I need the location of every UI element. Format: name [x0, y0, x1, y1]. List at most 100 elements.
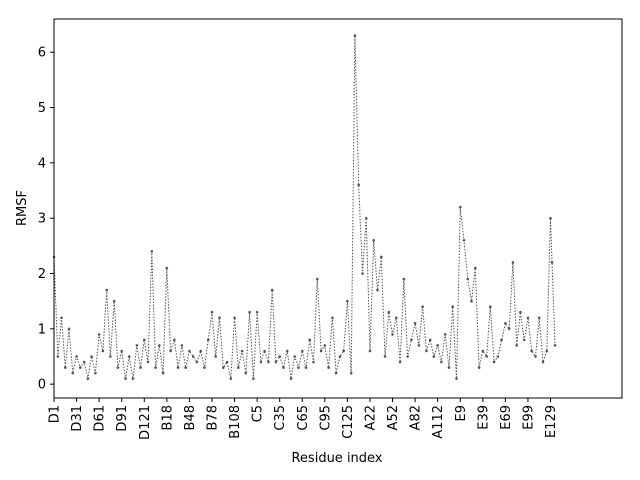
data-point	[255, 310, 259, 314]
data-point	[173, 338, 176, 342]
x-tick-label: E99	[522, 405, 537, 430]
y-axis-label: RMSF	[15, 190, 30, 226]
data-point	[334, 371, 338, 375]
data-point	[417, 344, 421, 347]
data-point	[112, 299, 116, 303]
data-point	[225, 360, 229, 364]
data-point	[550, 261, 554, 264]
data-point	[101, 349, 105, 353]
data-point	[139, 366, 142, 369]
x-axis-label: Residue index	[291, 451, 382, 466]
data-point	[507, 327, 511, 331]
data-point	[233, 316, 236, 320]
x-tick-label: D61	[93, 405, 108, 432]
data-point	[135, 344, 139, 347]
data-point	[425, 349, 428, 353]
data-point	[327, 366, 330, 369]
data-point	[240, 349, 244, 353]
y-tick-label: 5	[38, 101, 46, 116]
data-point	[549, 216, 552, 220]
data-point	[489, 305, 492, 309]
data-point	[259, 360, 263, 364]
x-tick-label: B48	[183, 405, 198, 430]
x-tick-label: C35	[273, 405, 288, 431]
plot-area	[52, 18, 623, 399]
x-tick-label: D1	[48, 405, 63, 423]
data-point	[387, 310, 391, 314]
x-tick-label: A112	[431, 405, 446, 439]
data-point	[338, 355, 342, 358]
data-point	[406, 355, 409, 358]
data-point	[79, 366, 82, 369]
data-point	[60, 316, 63, 320]
data-point	[522, 338, 526, 342]
data-point	[86, 377, 90, 380]
data-point	[143, 338, 146, 342]
data-point	[210, 310, 214, 314]
data-point	[248, 310, 251, 314]
y-tick-label: 2	[38, 267, 46, 282]
x-tick-label: B18	[160, 405, 175, 430]
x-tick-label: D91	[115, 405, 130, 432]
data-point	[158, 344, 161, 347]
x-tick-label: E39	[476, 405, 491, 430]
data-point	[357, 183, 361, 187]
data-point	[331, 316, 334, 320]
data-point	[184, 366, 187, 369]
data-point	[395, 316, 398, 320]
data-point	[222, 366, 225, 369]
data-point	[97, 333, 101, 336]
x-tick-label: B108	[228, 405, 243, 439]
data-point	[214, 355, 217, 358]
data-point	[515, 344, 518, 347]
x-tick-label: C125	[341, 405, 356, 439]
data-point	[436, 344, 440, 347]
data-point	[421, 305, 424, 309]
data-point	[413, 322, 417, 325]
x-tick-label: C5	[251, 405, 266, 422]
data-point	[410, 338, 413, 342]
data-point	[361, 272, 364, 275]
data-point	[263, 349, 266, 353]
data-point	[455, 377, 458, 380]
data-point	[440, 360, 443, 364]
y-tick-label: 6	[38, 46, 46, 61]
data-point	[316, 277, 319, 281]
data-point	[346, 299, 349, 303]
data-point	[64, 366, 67, 369]
data-point	[180, 344, 184, 347]
data-point	[67, 327, 71, 331]
y-tick-label: 0	[38, 378, 46, 393]
data-point	[304, 366, 308, 369]
data-point	[82, 360, 86, 364]
data-point	[526, 316, 530, 320]
data-point	[353, 34, 357, 37]
data-point	[120, 349, 123, 353]
data-point	[206, 338, 210, 342]
data-point	[447, 366, 451, 369]
data-point	[504, 322, 507, 325]
data-point	[237, 366, 240, 369]
y-axis: 0 1 2 3 4 5 6	[38, 46, 54, 393]
x-axis: D1 D31 D61 D91 D121 B18 B48 B78 B108 C5 C35 C65 C95 C…	[48, 398, 559, 440]
x-tick-label: B78	[206, 405, 221, 430]
data-point	[94, 371, 97, 375]
data-point	[451, 305, 455, 309]
data-point	[462, 239, 466, 242]
data-point	[218, 316, 221, 320]
data-point	[459, 205, 462, 209]
data-point	[244, 371, 248, 375]
data-point	[191, 355, 195, 358]
data-point	[278, 355, 282, 358]
data-point	[150, 250, 154, 253]
data-point	[349, 371, 353, 375]
data-point	[285, 349, 289, 353]
data-point	[165, 266, 169, 270]
y-tick-label: 1	[38, 322, 46, 337]
y-tick-label: 3	[38, 212, 46, 227]
data-point	[545, 349, 549, 353]
data-point	[297, 366, 300, 369]
data-point	[154, 366, 157, 369]
x-tick-label: E69	[499, 405, 514, 430]
